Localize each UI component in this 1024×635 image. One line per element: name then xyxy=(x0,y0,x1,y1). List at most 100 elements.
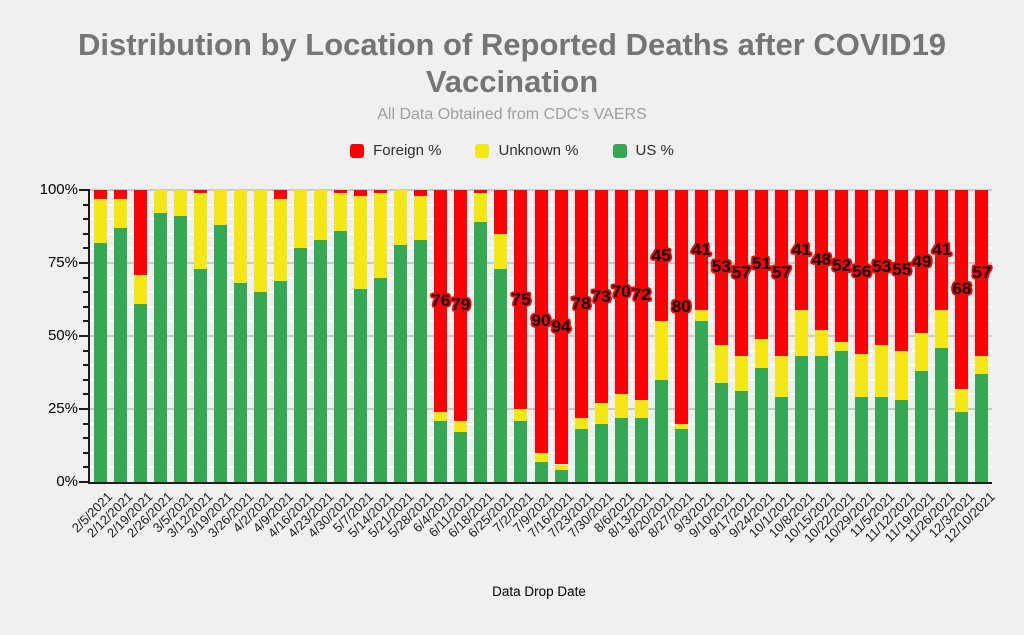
bar-segment-foreign xyxy=(334,190,348,193)
x-axis-label: 2/5/2021 xyxy=(69,489,116,536)
bar-stack xyxy=(734,190,748,482)
bar-segment-us xyxy=(514,420,528,482)
bar-segment-us xyxy=(273,280,287,482)
bar-segment-foreign xyxy=(273,190,287,199)
bar-value-label: 45 xyxy=(651,245,671,265)
y-axis-tick xyxy=(83,364,90,367)
bar-stack xyxy=(795,190,809,482)
bar-stack xyxy=(594,190,608,482)
bar-segment-foreign xyxy=(574,190,588,418)
bar-segment-foreign xyxy=(835,190,849,342)
bar-segment-us xyxy=(93,242,107,482)
bar-segment-unknown xyxy=(855,353,869,398)
bar-segment-us xyxy=(694,321,708,482)
bar-segment-foreign xyxy=(434,190,448,412)
bar-value-label: 78 xyxy=(571,293,591,313)
bar-stack xyxy=(975,190,989,482)
bar-value-label: 49 xyxy=(912,251,932,271)
bar-segment-unknown xyxy=(213,190,227,226)
bar-segment-unknown xyxy=(674,423,688,430)
x-axis-label: 9/24/2021 xyxy=(725,489,778,541)
x-axis-label: 5/21/2021 xyxy=(364,489,417,541)
bar-value-label: 41 xyxy=(932,239,952,259)
y-axis-tick xyxy=(83,305,90,308)
bar-segment-unknown xyxy=(775,356,789,398)
bar-stack xyxy=(474,190,488,482)
bar-segment-unknown xyxy=(454,420,468,433)
bar-value-label: 56 xyxy=(852,261,872,281)
x-axis-label: 2/26/2021 xyxy=(124,489,176,541)
bar-stack xyxy=(293,190,307,482)
bar-value-label: 48 xyxy=(812,250,832,270)
bar-stack xyxy=(554,190,568,482)
y-axis-tick xyxy=(83,349,90,352)
bar-stack xyxy=(815,190,829,482)
x-axis-label: 11/12/2021 xyxy=(861,489,918,545)
x-axis-label: 3/12/2021 xyxy=(164,489,216,541)
bar-stack xyxy=(314,190,327,482)
x-axis-label: 9/10/2021 xyxy=(685,489,738,541)
bar-segment-us xyxy=(253,292,267,482)
y-axis-tick xyxy=(83,378,90,381)
bar-segment-unknown xyxy=(574,417,588,430)
bar-segment-unknown xyxy=(354,195,368,290)
y-axis-tick xyxy=(83,203,90,206)
bar-segment-unknown xyxy=(634,400,648,418)
x-axis-label: 8/13/2021 xyxy=(605,489,657,541)
bar-value-label: 90 xyxy=(531,311,551,331)
x-axis-label: 6/25/2021 xyxy=(465,489,517,541)
bar-segment-unknown xyxy=(534,452,548,462)
bar-stack xyxy=(534,190,548,482)
x-axis-label: 3/26/2021 xyxy=(204,489,256,541)
plot-area: 76 79 75 90 94 78 73 70 72 45 80 41 53 57 51 57 41 48 52 56… xyxy=(79,189,992,484)
x-axis-label: 4/9/2021 xyxy=(249,489,297,536)
x-axis-label: 2/12/2021 xyxy=(84,489,136,541)
major-gridline xyxy=(90,189,992,191)
bar-segment-foreign xyxy=(654,190,668,322)
y-axis-tick xyxy=(83,247,90,250)
bar-stack xyxy=(374,190,388,482)
bar-segment-unknown xyxy=(394,190,408,246)
bar-segment-unknown xyxy=(334,192,348,231)
bar-segment-unknown xyxy=(694,309,708,322)
bar-segment-us xyxy=(935,347,949,482)
bar-segment-foreign xyxy=(734,190,748,357)
bar-segment-foreign xyxy=(454,190,468,421)
bar-segment-foreign xyxy=(554,190,568,465)
bar-segment-us xyxy=(714,382,728,482)
bar-segment-us xyxy=(614,417,628,482)
x-axis-label: 7/2/2021 xyxy=(490,489,537,536)
chart-title-line1: Distribution by Location of Reported Dea… xyxy=(77,27,947,62)
bar-stack xyxy=(855,190,869,482)
bar-stack xyxy=(775,190,789,482)
bar-segment-foreign xyxy=(193,190,207,193)
bar-segment-unknown xyxy=(153,190,167,214)
bar-stack xyxy=(434,190,448,482)
bar-segment-foreign xyxy=(775,190,789,357)
bar-segment-foreign xyxy=(594,190,608,404)
bar-value-label: 53 xyxy=(872,257,892,277)
x-axis-label: 11/5/2021 xyxy=(846,489,898,540)
bar-value-label: 68 xyxy=(952,279,972,299)
y-axis-tick xyxy=(83,276,90,279)
bar-segment-foreign xyxy=(494,190,508,234)
chart-legend: Foreign % Unknown % US % xyxy=(0,142,1024,159)
bar-segment-unknown xyxy=(594,403,608,424)
bar-stack xyxy=(414,190,428,482)
x-axis-title: Data Drop Date xyxy=(492,584,586,599)
bar-segment-unknown xyxy=(93,198,107,243)
bar-segment-foreign xyxy=(975,190,989,357)
x-axis-label: 6/11/2021 xyxy=(425,489,477,540)
y-axis-tick xyxy=(83,232,90,235)
bar-value-label: 55 xyxy=(892,260,912,280)
legend-label-us: US % xyxy=(635,142,674,159)
bar-segment-us xyxy=(193,268,207,482)
bar-stack xyxy=(253,190,267,482)
bar-stack xyxy=(394,190,408,482)
bar-stack xyxy=(173,190,187,482)
x-axis-label: 10/15/2021 xyxy=(780,489,838,546)
bar-value-label: 57 xyxy=(772,263,791,283)
bar-segment-unknown xyxy=(975,356,989,374)
legend-swatch-us xyxy=(612,143,627,158)
bar-stack xyxy=(133,190,147,482)
